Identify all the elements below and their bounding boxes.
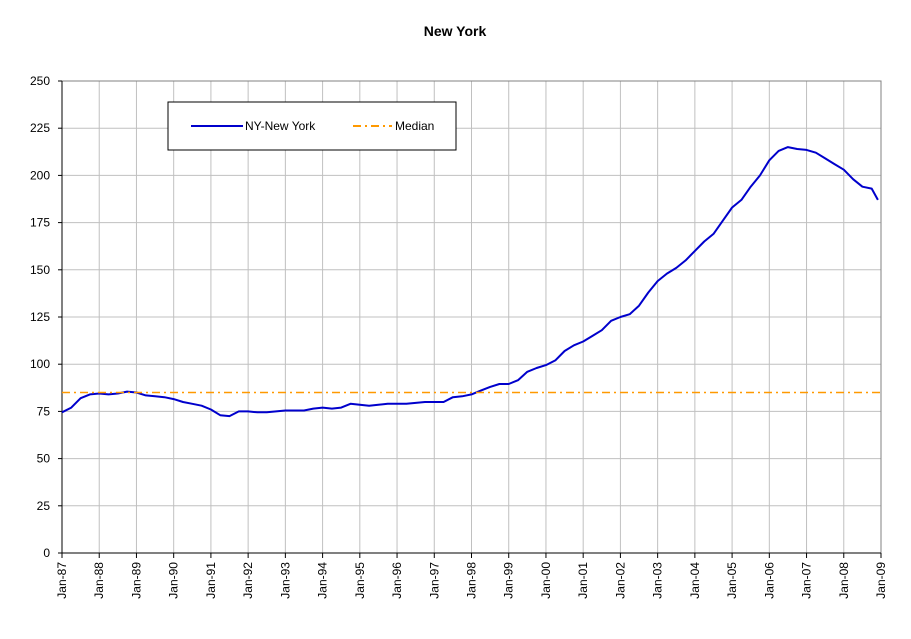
y-tick-label: 250 (30, 74, 50, 88)
x-tick-label: Jan-01 (576, 562, 590, 599)
x-tick-label: Jan-04 (688, 562, 702, 599)
series-line-ny-new-york (61, 146, 879, 418)
x-tick-label: Jan-06 (762, 562, 776, 599)
y-tick-label: 50 (37, 452, 51, 466)
x-tick-label: Jan-99 (502, 562, 516, 599)
grid-lines (62, 80, 881, 554)
y-tick-label: 150 (30, 263, 50, 277)
x-tick-label: Jan-02 (613, 562, 627, 599)
x-tick-label: Jan-97 (427, 562, 441, 599)
x-tick-label: Jan-98 (465, 562, 479, 599)
y-tick-label: 25 (37, 499, 51, 513)
x-tick-label: Jan-07 (800, 562, 814, 599)
y-tick-label: 175 (30, 216, 50, 230)
x-tick-label: Jan-03 (651, 562, 665, 599)
series-lines (61, 146, 881, 418)
legend: NY-New York Median (167, 101, 457, 151)
y-tick-label: 75 (37, 404, 51, 418)
x-tick-label: Jan-94 (316, 562, 330, 599)
y-tick-label: 200 (30, 168, 50, 182)
x-tick-label: Jan-87 (55, 562, 69, 599)
x-axis: Jan-87 Jan-88 Jan-89 Jan-90 Jan-91 Jan-92 Jan-… (55, 552, 888, 599)
legend-label-ny-new-york: NY-New York (245, 119, 316, 133)
legend-label-median: Median (395, 119, 434, 133)
x-tick-label: Jan-00 (539, 562, 553, 599)
x-tick-label: Jan-93 (278, 562, 292, 599)
y-tick-label: 125 (30, 310, 50, 324)
x-tick-label: Jan-88 (92, 562, 106, 599)
x-tick-label: Jan-95 (353, 562, 367, 599)
x-tick-label: Jan-89 (129, 562, 143, 599)
y-axis: 0 25 50 75 100 125 150 175 200 225 250 (30, 74, 63, 560)
x-tick-label: Jan-91 (204, 562, 218, 599)
y-tick-label: 100 (30, 357, 50, 371)
x-tick-label: Jan-08 (837, 562, 851, 599)
x-tick-label: Jan-09 (874, 562, 888, 599)
x-tick-label: Jan-90 (167, 562, 181, 599)
chart-title: New York (424, 23, 487, 39)
x-tick-label: Jan-92 (241, 562, 255, 599)
x-tick-label: Jan-96 (390, 562, 404, 599)
x-tick-label: Jan-05 (725, 562, 739, 599)
y-tick-label: 225 (30, 121, 50, 135)
y-tick-label: 0 (43, 546, 50, 560)
